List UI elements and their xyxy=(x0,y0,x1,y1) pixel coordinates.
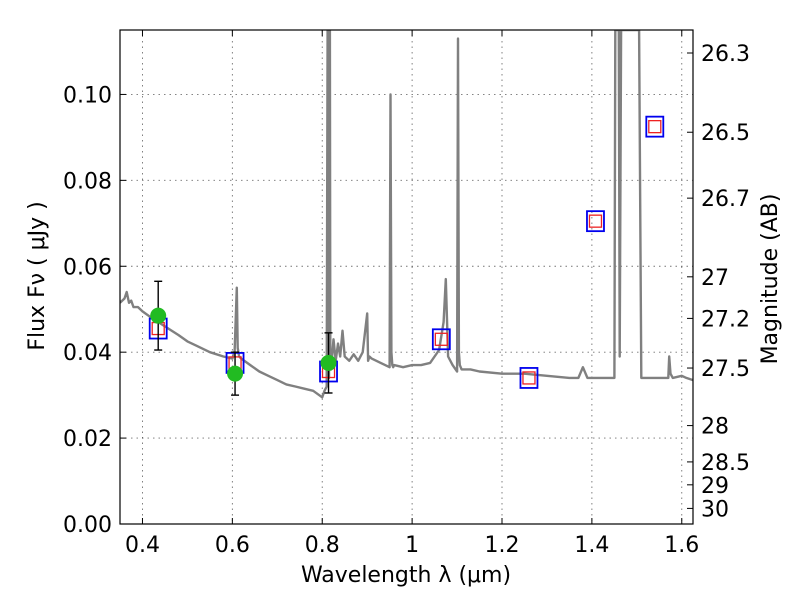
x-tick-label: 1.6 xyxy=(664,533,699,558)
x-axis-ticks: 0.4 0.6 0.8 1 1.2 1.4 1.6 xyxy=(125,30,699,558)
model-point-outer xyxy=(645,115,665,138)
plot-area xyxy=(120,30,693,399)
magnitude-tick-label: 27.5 xyxy=(701,357,750,382)
x-tick-label: 0.6 xyxy=(215,533,250,558)
y-tick-label: 0.06 xyxy=(63,255,112,280)
y-tick-label: 0.04 xyxy=(63,341,112,366)
y-tick-label: 0.02 xyxy=(63,427,112,452)
observed-point xyxy=(227,365,244,382)
plot-frame xyxy=(119,29,694,525)
magnitude-tick-label: 26.5 xyxy=(701,121,750,146)
x-tick-label: 0.4 xyxy=(125,533,160,558)
magnitude-tick-label: 28 xyxy=(701,415,729,440)
magnitude-tick-label: 30 xyxy=(701,497,729,522)
y-axis-ticks: 0.00 0.02 0.04 0.06 0.08 0.10 xyxy=(63,83,126,538)
magnitude-tick-label: 28.5 xyxy=(701,451,750,476)
x-tick-label: 1 xyxy=(405,533,419,558)
observed-point xyxy=(320,354,337,371)
x-axis-label: Wavelength λ (μm) xyxy=(301,563,511,588)
model-point-inner xyxy=(522,371,536,385)
spectrum-line xyxy=(120,30,693,399)
x-tick-label: 1.2 xyxy=(485,533,520,558)
magnitude-tick-label: 29 xyxy=(701,474,729,499)
spectrum-layer xyxy=(120,30,693,399)
x-tick-label: 0.8 xyxy=(305,533,340,558)
model-point-outer xyxy=(586,210,605,233)
y-axis-label: Flux Fν ( μJy ) xyxy=(25,201,50,350)
model-point-inner xyxy=(434,332,448,346)
magnitude-tick-label: 26.3 xyxy=(701,42,750,67)
marker-layer xyxy=(148,115,665,396)
grid xyxy=(120,30,693,525)
model-point-inner xyxy=(588,214,603,228)
magnitude-tick-label: 26.7 xyxy=(701,187,750,212)
observed-point xyxy=(150,307,167,324)
y-tick-label: 0.10 xyxy=(63,83,112,108)
model-point-outer xyxy=(431,328,451,351)
magnitude-tick-label: 27 xyxy=(701,266,729,291)
magnitude-axis-label: Magnitude (AB) xyxy=(758,194,783,365)
y-tick-label: 0.08 xyxy=(63,169,112,194)
magnitude-tick-label: 27.2 xyxy=(701,307,750,332)
x-tick-label: 1.4 xyxy=(574,533,609,558)
model-point-inner xyxy=(648,120,662,134)
y-tick-label: 0.00 xyxy=(63,513,112,538)
model-point-outer xyxy=(519,367,539,389)
